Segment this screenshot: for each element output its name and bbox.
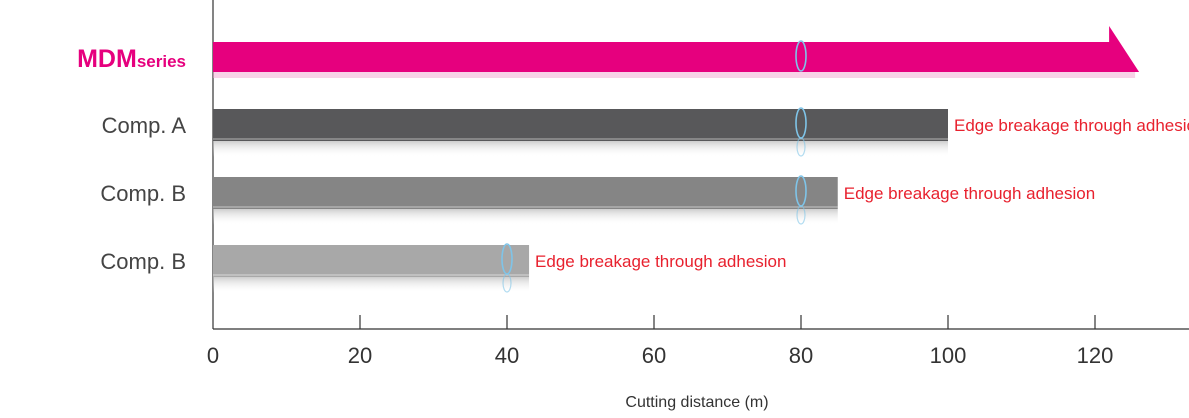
bar-4-reflection bbox=[213, 277, 530, 293]
bar-2-annotation: Edge breakage through adhesion bbox=[954, 116, 1189, 135]
category-label-3: Comp. B bbox=[100, 181, 186, 206]
bar-2-reflection bbox=[213, 141, 948, 157]
bars-layer bbox=[213, 26, 1140, 293]
x-tick-label-120: 120 bbox=[1077, 343, 1114, 368]
x-tick-label-100: 100 bbox=[930, 343, 967, 368]
bar-4 bbox=[213, 245, 530, 277]
bar-3-reflection bbox=[213, 209, 838, 225]
bar-1-marker bbox=[795, 40, 807, 72]
x-axis-title: Cutting distance (m) bbox=[625, 394, 768, 411]
x-tick-label-80: 80 bbox=[789, 343, 813, 368]
bar-3 bbox=[213, 177, 838, 209]
bar-4-marker-reflection bbox=[502, 273, 512, 293]
x-tick-label-40: 40 bbox=[495, 343, 519, 368]
category-label-main: MDM bbox=[77, 45, 137, 73]
labels-layer: MDMseries Edge breakage through adhesion C… bbox=[77, 45, 1189, 274]
bar-1-shadow bbox=[213, 72, 1136, 78]
category-label-sub: series bbox=[137, 52, 186, 71]
bar-1-arrow bbox=[213, 26, 1140, 72]
category-label-2: Comp. A bbox=[102, 113, 187, 138]
x-tick-label-20: 20 bbox=[348, 343, 372, 368]
markers-layer bbox=[501, 40, 807, 293]
bar-3-marker-reflection bbox=[796, 205, 806, 225]
bar-2 bbox=[213, 109, 948, 141]
category-label-4: Comp. B bbox=[100, 249, 186, 274]
bar-2-marker-reflection bbox=[796, 137, 806, 157]
x-tick-label-0: 0 bbox=[207, 343, 219, 368]
x-axis: 0 20 40 60 80 100 120 bbox=[207, 315, 1113, 368]
x-tick-label-60: 60 bbox=[642, 343, 666, 368]
category-label-1: MDMseries bbox=[77, 45, 186, 73]
bar-4-annotation: Edge breakage through adhesion bbox=[535, 252, 786, 271]
bar-3-annotation: Edge breakage through adhesion bbox=[844, 184, 1095, 203]
